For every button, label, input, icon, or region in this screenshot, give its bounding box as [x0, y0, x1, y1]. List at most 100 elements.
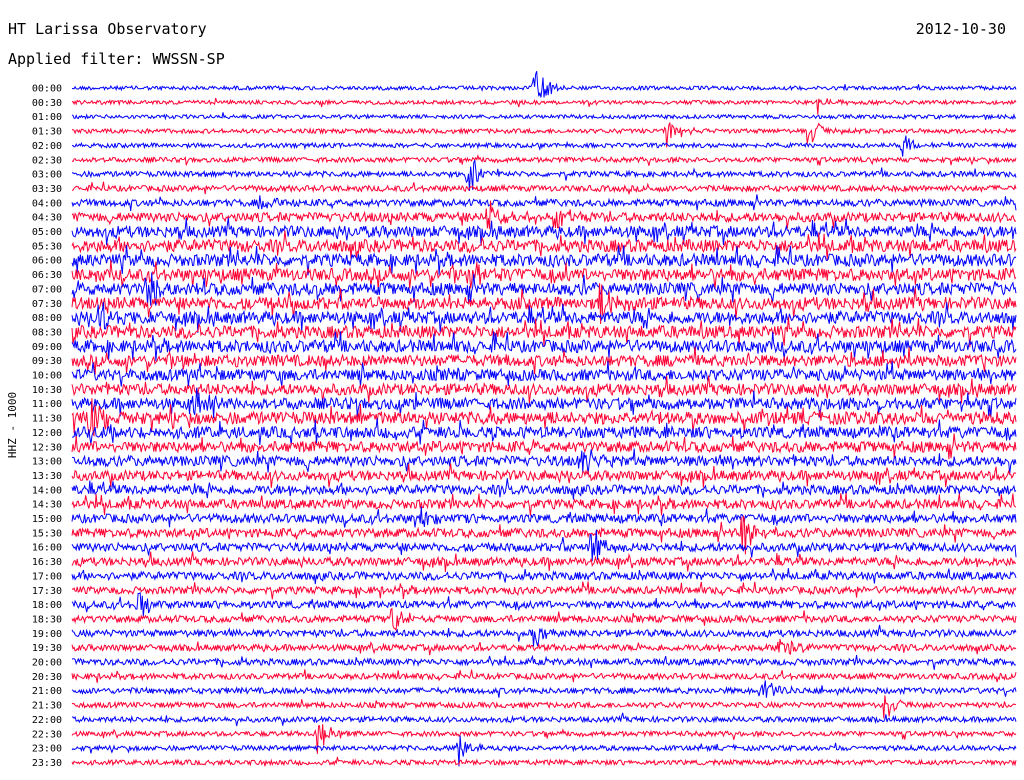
series-line — [71, 551, 1017, 572]
series-line — [71, 230, 1017, 261]
series-line — [71, 529, 1017, 562]
tick-label: 21:00 — [32, 686, 62, 697]
tick-label: 11:30 — [32, 414, 62, 425]
series-line — [72, 418, 1017, 446]
series-line — [71, 624, 1017, 647]
tick-label: 01:00 — [32, 112, 62, 123]
tick-label: 19:30 — [32, 643, 62, 654]
series-line — [71, 346, 1017, 375]
series-line — [71, 387, 1017, 419]
tick-label: 08:30 — [32, 327, 62, 338]
tick-label: 07:30 — [32, 299, 62, 310]
series-line — [71, 680, 1017, 698]
tick-label: 08:00 — [32, 313, 62, 324]
tick-label: 01:30 — [32, 127, 62, 138]
tick-label: 03:30 — [32, 184, 62, 195]
series-line — [71, 112, 1017, 121]
tick-label: 15:00 — [32, 514, 62, 525]
series-line — [71, 448, 1017, 474]
tick-label: 00:00 — [32, 84, 62, 95]
series-line — [71, 71, 1017, 98]
series-line — [71, 568, 1017, 585]
series-line — [71, 97, 1017, 115]
tick-label: 06:30 — [32, 270, 62, 281]
series-line — [71, 375, 1017, 404]
tick-label: 22:00 — [32, 715, 62, 726]
tick-label: 11:00 — [32, 399, 62, 410]
series-line — [71, 695, 1017, 719]
tick-label: 04:30 — [32, 213, 62, 224]
series-line — [72, 712, 1017, 727]
series-line — [71, 724, 1017, 754]
series-line — [72, 181, 1017, 195]
tick-label: 17:00 — [32, 571, 62, 582]
tick-label: 09:00 — [32, 342, 62, 353]
tick-label: 06:00 — [32, 256, 62, 267]
tick-label: 00:30 — [32, 98, 62, 109]
tick-label: 05:30 — [32, 241, 62, 252]
series-line — [71, 302, 1017, 333]
tick-label: 16:30 — [32, 557, 62, 568]
trace-group — [71, 71, 1017, 767]
series-line — [71, 272, 1017, 306]
series-line — [71, 331, 1017, 362]
tick-label: 20:00 — [32, 658, 62, 669]
series-line — [71, 492, 1017, 516]
tick-label: 17:30 — [32, 586, 62, 597]
tick-label: 03:00 — [32, 170, 62, 181]
tick-label: 09:30 — [32, 356, 62, 367]
tick-label: 22:30 — [32, 729, 62, 740]
observatory-title: HT Larissa Observatory — [8, 20, 207, 38]
tick-label: 07:00 — [32, 284, 62, 295]
applied-filter-label: Applied filter: WWSSN-SP — [8, 50, 225, 68]
tick-label: 05:00 — [32, 227, 62, 238]
series-line — [71, 735, 1017, 767]
series-line — [71, 433, 1017, 460]
series-line — [71, 135, 1017, 157]
tick-label: 13:30 — [32, 471, 62, 482]
tick-label: 12:30 — [32, 442, 62, 453]
tick-label: 04:00 — [32, 198, 62, 209]
series-line — [71, 122, 1017, 148]
series-line — [71, 506, 1017, 528]
series-line — [71, 654, 1017, 670]
tick-label: 14:30 — [32, 500, 62, 511]
series-line — [71, 154, 1017, 166]
tick-label: 12:00 — [32, 428, 62, 439]
tick-label: 18:00 — [32, 600, 62, 611]
series-line — [71, 581, 1017, 600]
series-line — [71, 217, 1017, 246]
tick-label: 02:30 — [32, 155, 62, 166]
series-line — [71, 592, 1017, 617]
tick-label: 15:30 — [32, 528, 62, 539]
tick-label: 23:30 — [32, 758, 62, 769]
time-labels: 00:00 00:30 01:00 01:30 02:00 02:30 03:00 03:30… — [32, 84, 62, 769]
series-line — [71, 515, 1017, 555]
series-line — [71, 638, 1017, 656]
tick-label: 14:00 — [32, 485, 62, 496]
series-line — [71, 669, 1017, 683]
series-line — [71, 478, 1017, 500]
plot-date: 2012-10-30 — [915, 20, 1006, 38]
tick-label: 23:00 — [32, 744, 62, 755]
tick-label: 02:00 — [32, 141, 62, 152]
tick-label: 10:30 — [32, 385, 62, 396]
series-line — [71, 200, 1017, 229]
series-line — [71, 463, 1017, 488]
tick-label: 21:30 — [32, 701, 62, 712]
series-line — [71, 194, 1017, 212]
series-line — [71, 159, 1017, 191]
tick-label: 20:30 — [32, 672, 62, 683]
tick-label: 10:00 — [32, 371, 62, 382]
channel-label: HHZ - 1000 — [6, 392, 19, 458]
tick-label: 19:00 — [32, 629, 62, 640]
tick-label: 18:30 — [32, 614, 62, 625]
series-line — [71, 398, 1017, 437]
series-line — [71, 283, 1017, 325]
tick-label: 13:00 — [32, 457, 62, 468]
series-line — [71, 245, 1017, 276]
series-line — [71, 360, 1017, 387]
series-line — [71, 259, 1017, 291]
tick-label: 16:00 — [32, 543, 62, 554]
